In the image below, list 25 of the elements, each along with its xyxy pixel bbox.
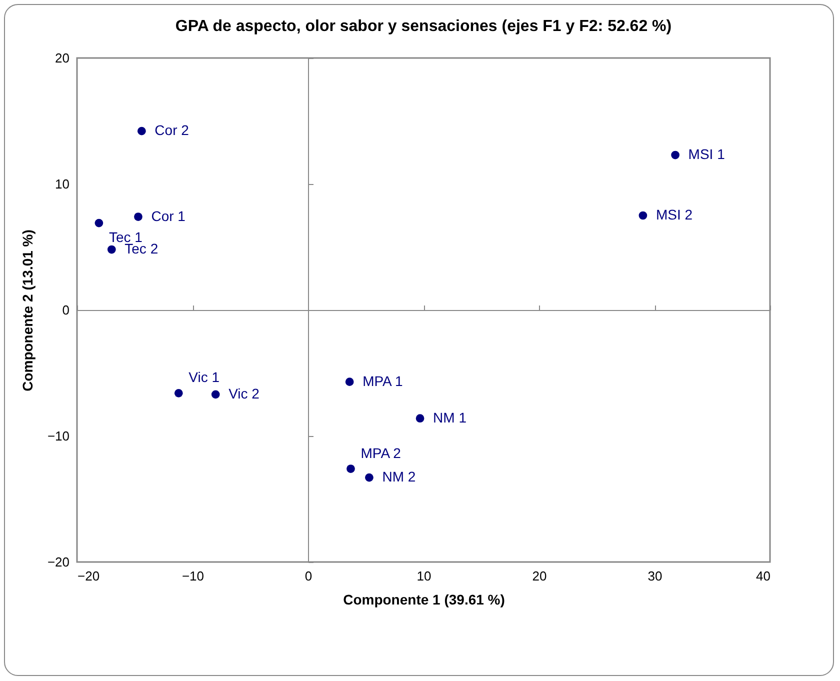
x-tick-label: 30 [648,568,662,584]
x-tick-label: −10 [182,568,204,584]
y-tick-label: −20 [47,554,70,570]
x-axis-title: Componente 1 (39.61 %) [343,592,505,608]
x-tick-label: 20 [532,568,547,584]
data-label: MSI 1 [688,146,726,162]
chart-title: GPA de aspecto, olor sabor y sensaciones (ejes F1 y F2: 52.62 %) [175,18,672,35]
y-tick-label: 20 [55,50,70,66]
x-tick-label: 40 [756,568,770,584]
y-tick-label: 0 [62,302,70,318]
data-label: NM 1 [433,409,467,426]
data-label: MSI 2 [656,206,693,222]
x-tick-label: −20 [78,568,100,584]
y-axis-title: Componente 2 (13.01 %) [19,230,36,392]
data-label: MPA 2 [360,444,402,461]
y-tick-label: −10 [47,428,70,444]
data-label: Vic 2 [228,385,260,402]
data-label: Cor 2 [154,122,190,138]
y-tick-label: 10 [55,176,70,192]
data-label: Vic 1 [188,369,220,386]
x-tick-label: 0 [304,568,312,584]
data-label: MPA 1 [362,372,403,389]
data-label: Cor 1 [151,208,186,224]
data-label: NM 2 [382,468,416,485]
x-tick-label: 10 [416,568,432,584]
